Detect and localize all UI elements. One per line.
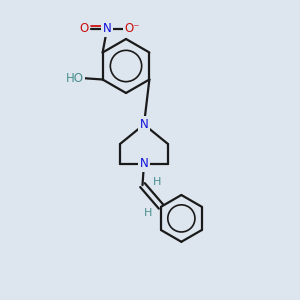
Text: N: N bbox=[140, 157, 148, 170]
Text: O⁻: O⁻ bbox=[124, 22, 140, 35]
Text: N: N bbox=[140, 118, 148, 131]
Text: N: N bbox=[103, 22, 112, 35]
Text: H: H bbox=[144, 208, 153, 218]
Text: HO: HO bbox=[65, 71, 83, 85]
Text: H: H bbox=[153, 177, 162, 187]
Text: O: O bbox=[80, 22, 88, 35]
